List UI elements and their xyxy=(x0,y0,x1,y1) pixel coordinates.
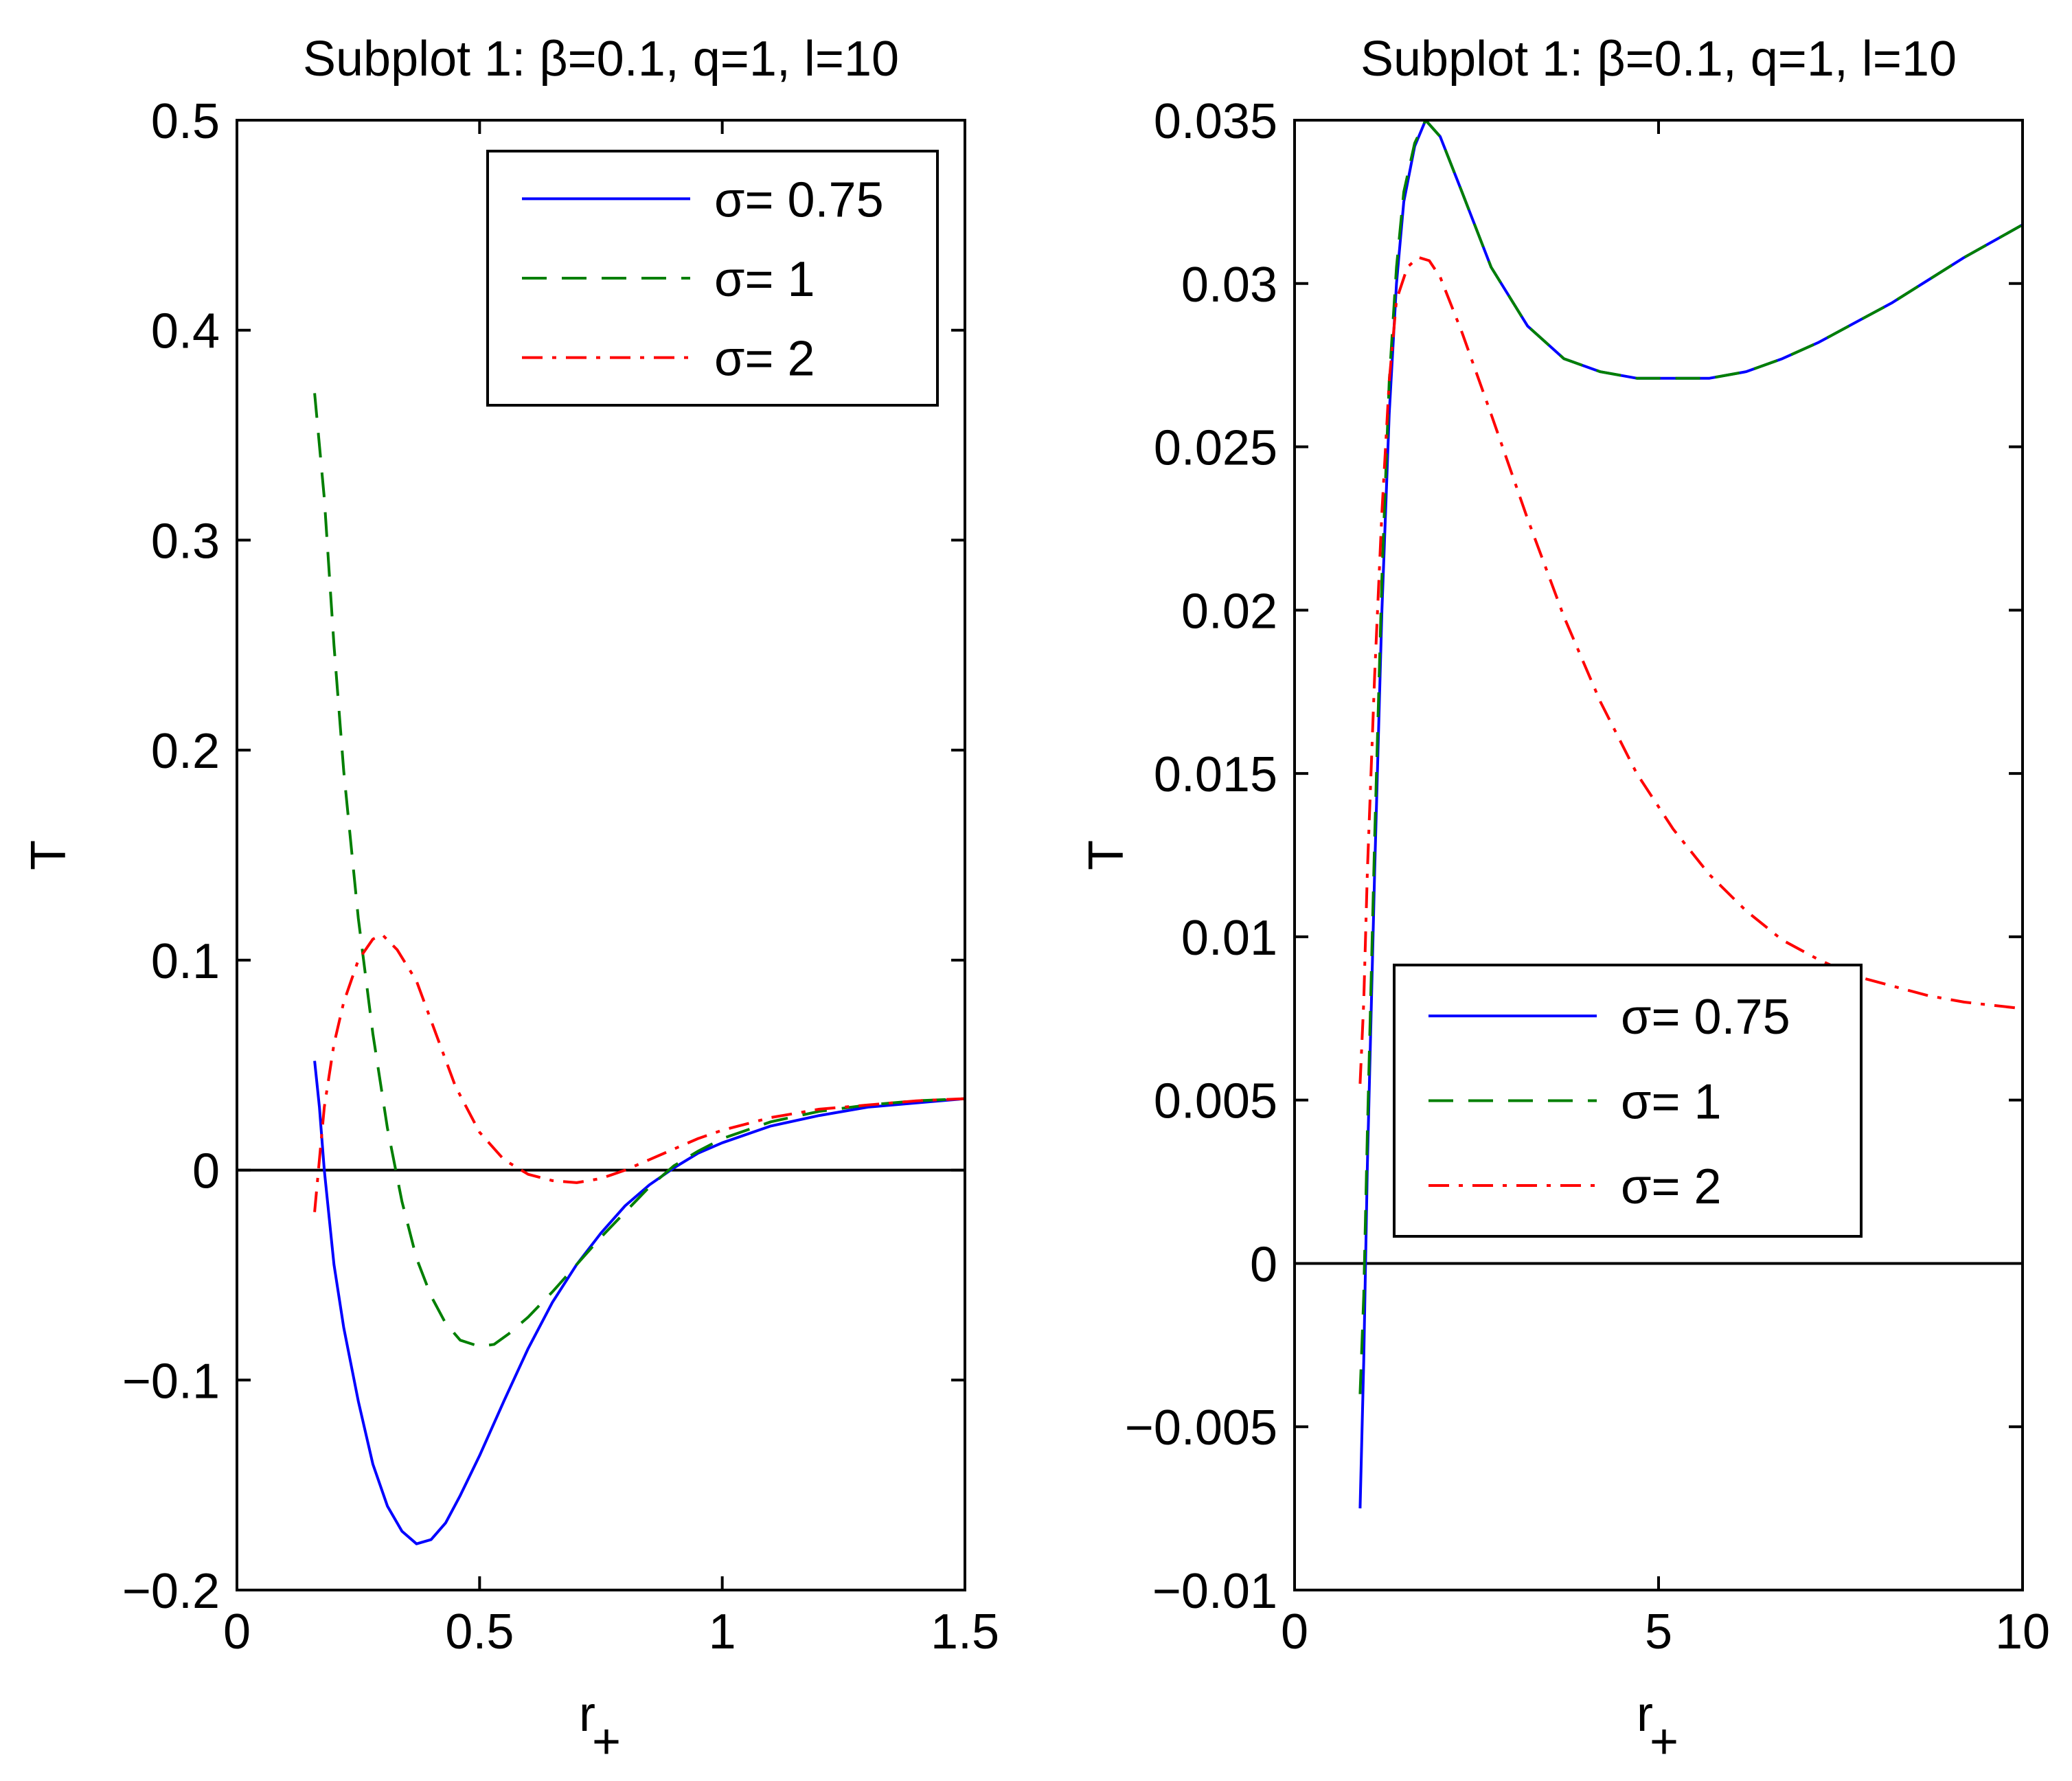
y-tick-label: 0.005 xyxy=(1154,1074,1277,1129)
legend-label-2: σ= 1 xyxy=(714,252,815,307)
y-tick-label: 0.035 xyxy=(1154,94,1277,149)
series-line-2 xyxy=(313,393,965,1348)
legend: σ= 0.75 σ= 1 σ= 2 xyxy=(1393,964,1863,1238)
axes-box xyxy=(1293,119,2024,1591)
y-tick-label: 0.4 xyxy=(151,304,220,359)
y-tick-label: 0.2 xyxy=(151,724,220,779)
y-tick-label: −0.01 xyxy=(1152,1564,1277,1619)
x-tick-label: 0.5 xyxy=(445,1604,514,1659)
legend-label-1: σ= 0.75 xyxy=(1621,990,1790,1045)
y-tick-label: 0.03 xyxy=(1181,258,1277,313)
y-tick-label: 0.3 xyxy=(151,514,220,569)
y-tick-label: 0.1 xyxy=(151,934,220,989)
x-axis-label: r xyxy=(579,1687,595,1742)
subplot-1: 0 0.5 1 1.5 −0.2 −0.1 0 0.1 0.2 0.3 0.4 0.5 Subplot … xyxy=(21,32,999,1769)
chart-title: Subplot 1: β=0.1, q=1, l=10 xyxy=(303,32,899,87)
x-tick-label: 0 xyxy=(1281,1604,1308,1659)
x-axis-label: r xyxy=(1637,1687,1653,1742)
chart-title: Subplot 1: β=0.1, q=1, l=10 xyxy=(1361,32,1957,87)
y-tick-label: 0.025 xyxy=(1154,421,1277,476)
series-line-1 xyxy=(313,1060,965,1545)
y-tick-label: −0.1 xyxy=(122,1354,220,1409)
y-axis-label: T xyxy=(21,840,76,870)
y-tick-label: −0.2 xyxy=(122,1564,220,1619)
y-tick-label: 0.5 xyxy=(151,94,220,149)
x-axis-label-subscript: + xyxy=(1650,1714,1678,1769)
x-tick-label: 1 xyxy=(709,1604,736,1659)
series-line-1 xyxy=(1358,120,2023,1509)
x-tick-label: 10 xyxy=(1995,1604,2050,1659)
series-line-3 xyxy=(1358,256,2023,1084)
y-tick-label: 0.015 xyxy=(1154,747,1277,802)
legend-label-3: σ= 2 xyxy=(1621,1159,1722,1214)
legend-label-2: σ= 1 xyxy=(1621,1075,1722,1130)
y-tick-label: −0.005 xyxy=(1125,1400,1277,1455)
x-axis-label-subscript: + xyxy=(592,1714,621,1769)
x-tick-label: 0 xyxy=(223,1604,251,1659)
y-tick-label: 0 xyxy=(1250,1237,1277,1292)
y-axis-label: T xyxy=(1079,840,1134,870)
series-line-2 xyxy=(1358,120,2023,1394)
axes-box xyxy=(236,119,966,1591)
legend-label-3: σ= 2 xyxy=(714,332,815,387)
series-group xyxy=(313,393,965,1545)
x-tick-label: 5 xyxy=(1645,1604,1672,1659)
legend: σ= 0.75 σ= 1 σ= 2 xyxy=(486,150,939,407)
series-line-3 xyxy=(313,933,965,1212)
subplot-2: 0 5 10 −0.01 −0.005 0 0.005 0.01 0.015 0.02 0.025 0… xyxy=(1079,32,2050,1769)
y-tick-label: 0.01 xyxy=(1181,911,1277,966)
y-tick-label: 0.02 xyxy=(1181,584,1277,639)
y-tick-label: 0 xyxy=(192,1144,220,1199)
series-group xyxy=(1358,120,2023,1509)
x-tick-label: 1.5 xyxy=(931,1604,999,1659)
legend-label-1: σ= 0.75 xyxy=(714,172,884,227)
